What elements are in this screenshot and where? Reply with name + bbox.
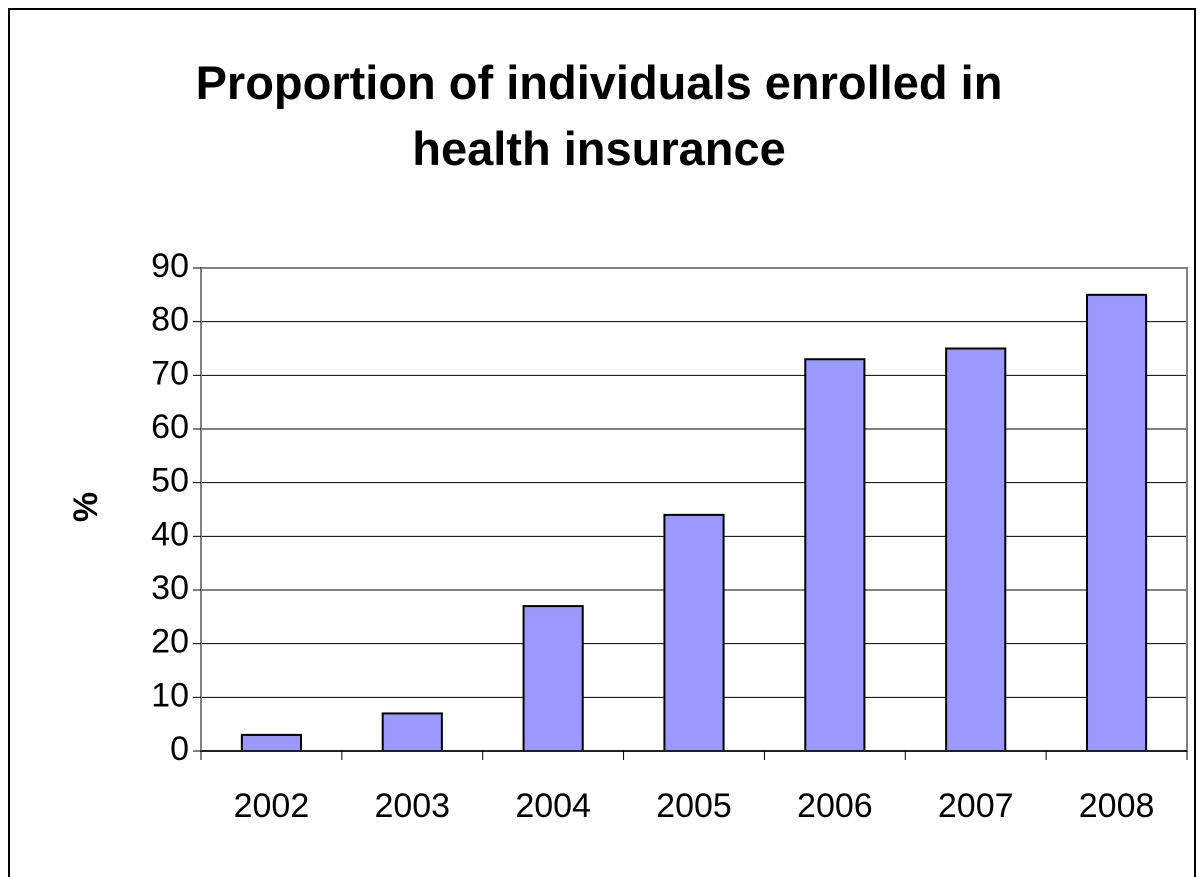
x-tick-label: 2002 (234, 787, 310, 825)
bar-2007 (945, 347, 1007, 752)
tick-labels: 0 10 20 30 40 50 60 70 80 90 2002 2003 2004 2005 2006 2… (151, 247, 1154, 825)
bar-2002 (240, 733, 303, 753)
y-tick-label: 10 (151, 676, 189, 714)
y-tick-label: 80 (151, 301, 189, 339)
bar-2008 (1085, 293, 1148, 752)
y-tick-label: 50 (151, 462, 189, 500)
chart-title-line-2: health insurance (412, 122, 786, 175)
bar-2004 (522, 605, 584, 752)
bar-2003 (381, 712, 443, 753)
x-tick-label: 2004 (515, 787, 591, 825)
y-tick-label: 30 (151, 569, 189, 607)
bar-2005 (663, 513, 725, 752)
y-tick-label: 40 (151, 515, 189, 553)
x-tick-label: 2003 (374, 787, 450, 825)
y-tick-label: 20 (151, 623, 189, 661)
x-tick-label: 2005 (656, 787, 732, 825)
x-tick-label: 2007 (938, 787, 1014, 825)
y-axis-label: % (67, 492, 105, 522)
axes (193, 267, 1188, 760)
y-tick-label: 70 (151, 354, 189, 392)
chart-frame (8, 8, 1196, 877)
y-tick-label: 90 (151, 247, 189, 285)
y-tick-label: 0 (170, 730, 189, 768)
y-tick-label: 60 (151, 408, 189, 446)
x-tick-label: 2008 (1079, 787, 1155, 825)
bar-2006 (804, 358, 866, 752)
chart-title: Proportion of individuals enrolled in he… (0, 50, 1198, 182)
chart-title-line-1: Proportion of individuals enrolled in (195, 56, 1003, 109)
x-tick-label: 2006 (797, 787, 873, 825)
bars (240, 293, 1148, 753)
